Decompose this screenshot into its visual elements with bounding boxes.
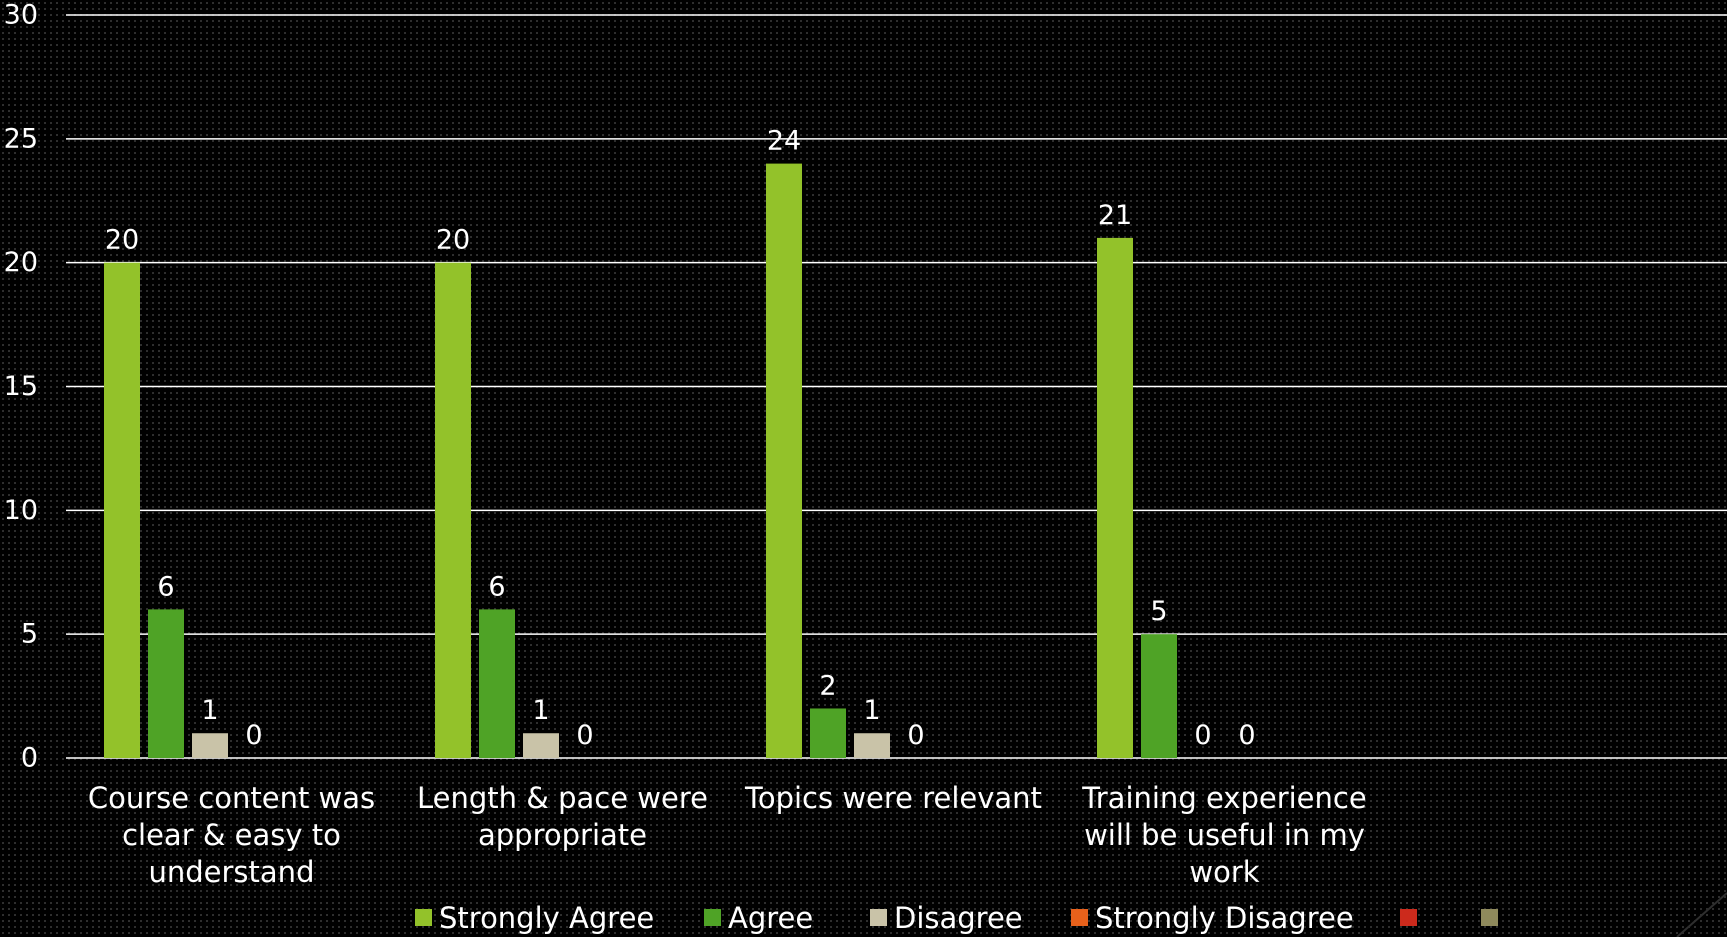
bar: [854, 733, 890, 758]
data-label: 20: [436, 225, 470, 256]
bar: [1141, 634, 1177, 758]
bar: [148, 609, 184, 758]
bar: [479, 609, 515, 758]
data-label: 0: [576, 720, 593, 751]
legend-label: Agree: [728, 901, 813, 935]
data-label: 0: [1194, 720, 1211, 751]
legend-swatch: [704, 909, 721, 926]
data-label: 0: [1238, 720, 1255, 751]
data-label: 0: [907, 720, 924, 751]
legend-swatch: [1071, 909, 1088, 926]
x-category-label: Course content was clear & easy to underst…: [88, 781, 375, 889]
y-tick-label: 20: [4, 247, 38, 278]
bars: [104, 163, 1177, 759]
bar: [104, 262, 140, 758]
data-label: 0: [245, 720, 262, 751]
x-category-label: Training experience will be useful in my w…: [1081, 781, 1366, 889]
y-axis-tick-labels: 0 5 10 15 20 25 30: [4, 0, 38, 774]
legend-swatch: [1400, 909, 1417, 926]
data-label: 2: [819, 670, 836, 701]
data-label: 6: [157, 571, 174, 602]
data-label: 1: [532, 695, 549, 726]
y-tick-label: 15: [4, 371, 38, 402]
bar: [766, 163, 802, 759]
legend-label: Strongly Disagree: [1095, 901, 1354, 935]
gridlines: [66, 14, 1727, 759]
bar: [1097, 237, 1133, 758]
legend-swatch: [870, 909, 887, 926]
data-label: 21: [1098, 200, 1132, 231]
y-tick-label: 30: [4, 0, 38, 31]
data-label: 1: [201, 695, 218, 726]
bar: [435, 262, 471, 758]
data-label: 20: [105, 225, 139, 256]
data-label: 6: [488, 571, 505, 602]
y-tick-label: 10: [4, 495, 38, 526]
x-category-label: Topics were relevant: [744, 781, 1042, 815]
x-category-label: Length & pace were appropriate: [417, 781, 708, 852]
data-label: 1: [863, 695, 880, 726]
y-tick-label: 25: [4, 123, 38, 154]
x-axis-category-labels: Course content was clear & easy to underst…: [88, 781, 1367, 889]
bar: [192, 733, 228, 758]
legend-label: Disagree: [894, 901, 1023, 935]
legend-label: Strongly Agree: [439, 901, 654, 935]
corner-decoration: [1676, 892, 1727, 937]
bar: [810, 708, 846, 758]
data-label: 5: [1150, 596, 1167, 627]
y-tick-label: 0: [21, 743, 38, 774]
bar: [523, 733, 559, 758]
legend-swatch: [415, 909, 432, 926]
y-tick-label: 5: [21, 619, 38, 650]
legend-swatch: [1481, 909, 1498, 926]
data-label: 24: [767, 126, 801, 157]
legend: Strongly Agree Agree Disagree Strongly Disa…: [415, 901, 1498, 935]
